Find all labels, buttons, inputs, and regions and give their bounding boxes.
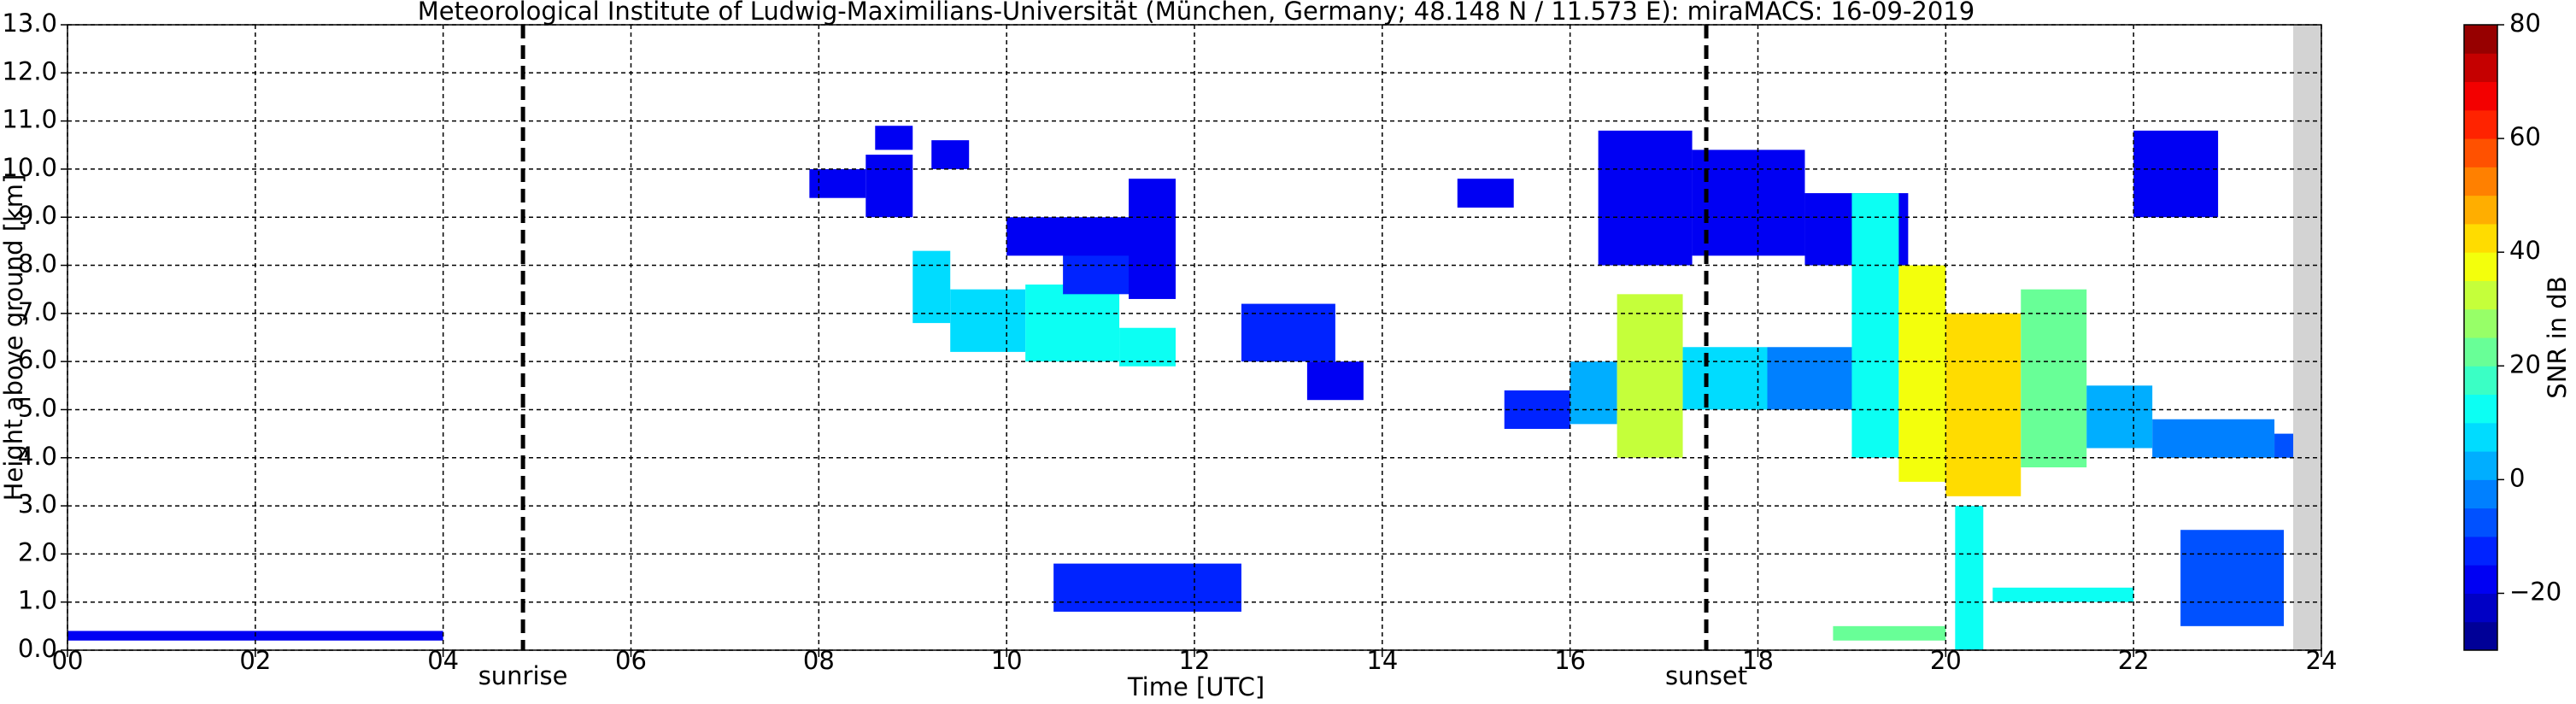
heatmap-cell [2180, 530, 2285, 626]
colorbar-label: SNR in dB [2543, 276, 2572, 398]
heatmap-cell [1053, 563, 1241, 612]
y-tick-label: 12.0 [2, 56, 57, 85]
heatmap-cell [1955, 506, 1984, 650]
colorbar-tick-label: 80 [2509, 9, 2541, 38]
colorbar-segment [2464, 167, 2497, 197]
heatmap-cell [1692, 150, 1805, 256]
colorbar-segment [2464, 308, 2497, 338]
colorbar-tick-label: −20 [2509, 577, 2561, 606]
heatmap-cell [1992, 587, 2134, 602]
colorbar-segment [2464, 593, 2497, 623]
annotation-label: sunset [1665, 661, 1747, 690]
heatmap-cell [1570, 361, 1617, 425]
y-tick-label: 6.0 [18, 345, 57, 374]
y-tick-label: 5.0 [18, 393, 57, 422]
colorbar-tick-label: 20 [2509, 349, 2541, 378]
heatmap-cell [1006, 217, 1148, 256]
y-axis-label: Height above ground [km] [0, 174, 28, 502]
heatmap-cell [1833, 625, 1946, 641]
y-tick-label: 2.0 [18, 537, 57, 566]
no-data-region [2293, 25, 2321, 650]
y-tick-label: 7.0 [18, 297, 57, 326]
heatmap-cell [1682, 347, 1768, 410]
colorbar-segment [2464, 565, 2497, 594]
heatmap-cell [1598, 130, 1693, 266]
colorbar-segment [2464, 451, 2497, 480]
colorbar-segment [2464, 536, 2497, 566]
heatmap-cell [1457, 179, 1514, 208]
y-tick-label: 11.0 [2, 105, 57, 134]
heatmap-cell [2133, 130, 2219, 218]
heatmap-cell [1851, 193, 1899, 458]
colorbar-segment [2464, 109, 2497, 139]
heatmap-cell [875, 126, 913, 150]
colorbar-segment [2464, 366, 2497, 396]
heatmap-cell [2152, 419, 2275, 458]
heatmap-cell [1617, 294, 1683, 458]
annotation-label: sunrise [478, 661, 568, 690]
heatmap-cell [950, 289, 1026, 352]
colorbar-segment [2464, 195, 2497, 225]
y-tick-label: 1.0 [18, 586, 57, 615]
heatmap-cell [1898, 265, 1946, 482]
colorbar-segment [2464, 81, 2497, 111]
heatmap-cell [1306, 361, 1364, 401]
colorbar-segment [2464, 507, 2497, 537]
y-tick-label: 3.0 [18, 490, 57, 519]
heatmap-cell [1119, 327, 1177, 367]
y-tick-label: 4.0 [18, 442, 57, 471]
heatmap-cell [931, 140, 970, 169]
chart-title: Meteorological Institute of Ludwig-Maxim… [418, 0, 1975, 26]
colorbar-segment [2464, 223, 2497, 253]
x-axis-label: Time [UTC] [1127, 672, 1265, 701]
colorbar-segment [2464, 394, 2497, 424]
y-tick-label: 8.0 [18, 249, 57, 279]
y-tick-label: 13.0 [2, 9, 57, 38]
colorbar-segment [2464, 337, 2497, 367]
heatmap-cell [2086, 385, 2153, 449]
colorbar-segment [2464, 53, 2497, 83]
colorbar-segment [2464, 25, 2497, 54]
colorbar-segment [2464, 280, 2497, 310]
heatmap-cell [2021, 289, 2087, 468]
y-tick-label: 10.0 [2, 153, 57, 182]
colorbar-tick-label: 0 [2509, 463, 2525, 492]
colorbar-segment [2464, 479, 2497, 509]
heatmap-cell [866, 155, 913, 218]
colorbar-segment [2464, 422, 2497, 452]
heatmap-cell [1945, 313, 2021, 496]
y-tick-label: 9.0 [18, 201, 57, 230]
colorbar-tick-label: 60 [2509, 122, 2541, 151]
colorbar-segment [2464, 138, 2497, 167]
colorbar-segment [2464, 252, 2497, 281]
heatmap-cell [809, 168, 866, 198]
y-tick-label: 0.0 [18, 634, 57, 663]
plot-frame [67, 24, 2322, 651]
colorbar-frame [2463, 24, 2498, 651]
heatmap-cell [2274, 433, 2294, 458]
heatmap-cell [1241, 303, 1335, 362]
heatmap-cell [1025, 285, 1120, 362]
colorbar-segment [2464, 621, 2497, 651]
heatmap-cell [912, 250, 951, 324]
colorbar-tick-label: 40 [2509, 236, 2541, 265]
